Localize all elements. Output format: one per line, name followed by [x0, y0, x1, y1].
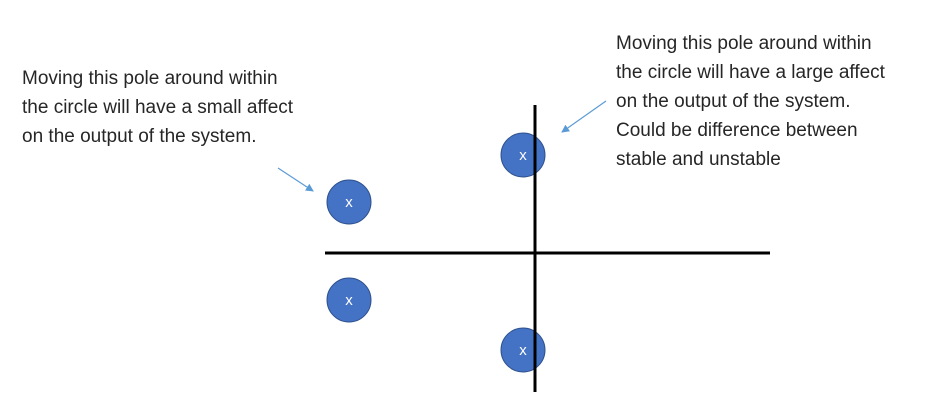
left-annotation: Moving this pole around within the circl…	[22, 64, 293, 151]
pole-circle	[326, 277, 372, 323]
right-annotation-line: the circle will have a large affect	[616, 62, 885, 83]
left-annotation-line: on the output of the system.	[22, 126, 257, 147]
right-annotation-line: Could be difference between	[616, 120, 858, 141]
left-pointer-arrow	[277, 167, 314, 192]
pole-near-axis-lower: x	[500, 327, 546, 373]
right-annotation-line: stable and unstable	[616, 149, 781, 170]
pole-far-left-lower: x	[326, 277, 372, 323]
pole-near-axis-upper: x	[500, 132, 546, 178]
right-pointer-arrow	[561, 100, 607, 133]
pole-circle	[326, 179, 372, 225]
pole-marker: x	[519, 147, 527, 164]
pole-marker: x	[345, 292, 353, 309]
left-annotation-line: the circle will have a small affect	[22, 97, 294, 118]
right-annotation-line: Moving this pole around within	[616, 33, 872, 54]
left-annotation-line: Moving this pole around within	[22, 68, 278, 89]
right-annotation: Moving this pole around within the circl…	[616, 29, 885, 174]
right-annotation-line: on the output of the system.	[616, 91, 851, 112]
pole-marker: x	[519, 342, 527, 359]
pole-marker: x	[345, 194, 353, 211]
pole-far-left-upper: x	[326, 179, 372, 225]
